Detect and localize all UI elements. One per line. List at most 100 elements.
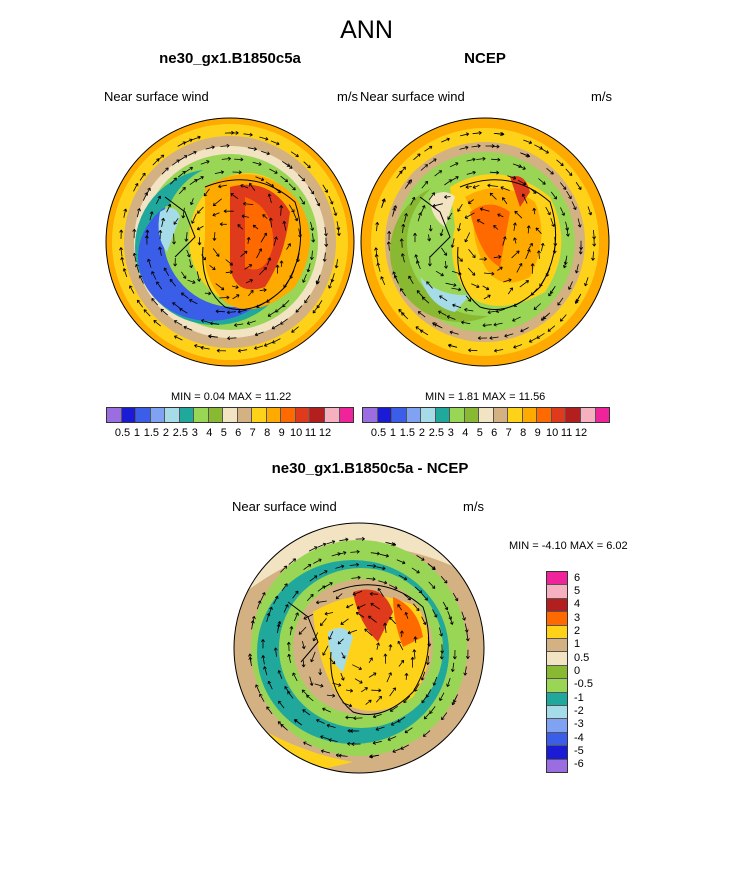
wind-vector [260, 592, 266, 601]
panel2-map [360, 117, 610, 367]
colorbar-tick-label: 9 [534, 427, 541, 439]
wind-vector [301, 641, 306, 650]
wind-vector [132, 252, 137, 262]
wind-vector [299, 196, 305, 205]
colorbar-swatch [479, 408, 494, 422]
wind-vector [197, 237, 202, 246]
wind-vector [450, 176, 459, 182]
wind-vector [277, 621, 282, 631]
wind-vector [190, 198, 194, 206]
colorbar-swatch [237, 408, 253, 422]
wind-vector [160, 308, 168, 316]
wind-vector [376, 262, 381, 272]
wind-vector [465, 649, 470, 660]
wind-vector [332, 206, 338, 216]
wind-vector [288, 183, 296, 191]
colorbar-tick-label: 12 [318, 427, 332, 439]
wind-vector [161, 167, 169, 175]
colorbar-swatch [522, 408, 538, 422]
wind-vector [259, 693, 265, 702]
wind-vector [194, 344, 204, 348]
panel1-max: 11.22 [264, 391, 292, 403]
wind-vector [461, 611, 466, 621]
colorbar-swatch [547, 732, 567, 747]
wind-vector [226, 310, 237, 315]
wind-vector [471, 283, 480, 289]
wind-vector [200, 160, 210, 165]
wind-vector [426, 281, 433, 289]
colorbar-tick-label: 7 [505, 427, 512, 439]
colorbar-swatch [281, 408, 296, 422]
wind-vector [424, 145, 433, 152]
wind-vector [441, 247, 448, 256]
wind-vector [179, 308, 188, 314]
wind-vector [173, 257, 178, 267]
wind-vector [483, 294, 491, 300]
panel3-min-label: MIN = [509, 540, 539, 552]
wind-vector [273, 595, 279, 605]
wind-vector [513, 237, 517, 244]
colorbar-tick-label: 2.5 [428, 427, 444, 439]
wind-vector [540, 148, 549, 154]
wind-vector [232, 294, 240, 300]
colorbar-tick-label: 3 [191, 427, 198, 439]
wind-vector [449, 330, 459, 335]
wind-vector [221, 156, 231, 161]
wind-vector [287, 653, 292, 663]
colorbar-swatch [508, 408, 523, 422]
panel2-max: 11.56 [518, 391, 546, 403]
panel2-units: m/s [591, 89, 612, 104]
wind-vector [302, 709, 311, 716]
wind-vector [143, 309, 151, 317]
wind-vector [512, 316, 521, 322]
wind-vector [209, 264, 216, 271]
wind-vector [500, 186, 510, 191]
wind-vector [446, 315, 456, 320]
wind-vector [279, 260, 284, 267]
colorbar-tick-label: 2 [574, 625, 581, 637]
wind-vector [322, 645, 329, 656]
wind-vector [212, 232, 217, 241]
wind-vector [181, 271, 187, 279]
wind-vector [404, 611, 409, 619]
wind-vector [546, 167, 554, 175]
colorbar-tick-label: 0.5 [370, 427, 387, 439]
wind-vector [345, 715, 355, 720]
wind-vector [301, 689, 309, 697]
wind-vector [136, 299, 144, 308]
wind-vector [314, 197, 321, 207]
wind-vector [301, 660, 306, 668]
wind-vector [219, 222, 227, 227]
wind-vector [507, 175, 517, 180]
wind-vector [271, 323, 281, 330]
wind-vector [401, 253, 405, 263]
wind-vector [246, 237, 251, 244]
wind-vector [309, 575, 318, 582]
wind-vector [303, 564, 312, 570]
colorbar-swatch [547, 706, 567, 720]
wind-vector [411, 567, 420, 574]
wind-vector [399, 630, 404, 637]
wind-vector [434, 170, 443, 177]
wind-vector [514, 210, 523, 219]
wind-vector [280, 318, 288, 325]
wind-vector [420, 205, 426, 214]
wind-vector [156, 154, 165, 162]
wind-vector [260, 232, 267, 243]
wind-vector [272, 338, 281, 344]
wind-vector [410, 656, 415, 668]
wind-vector [319, 570, 328, 576]
wind-vector [255, 176, 265, 182]
wind-vector [540, 242, 545, 252]
colorbar-swatch [392, 408, 407, 422]
wind-vector [335, 564, 345, 569]
wind-vector [404, 213, 408, 223]
wind-vector [259, 267, 267, 275]
wind-vector [467, 267, 476, 276]
wind-vector [439, 229, 444, 237]
wind-vector [298, 174, 306, 182]
wind-vector [414, 254, 419, 264]
wind-vector [208, 334, 218, 339]
wind-vector [477, 336, 488, 341]
wind-vector [450, 238, 455, 248]
